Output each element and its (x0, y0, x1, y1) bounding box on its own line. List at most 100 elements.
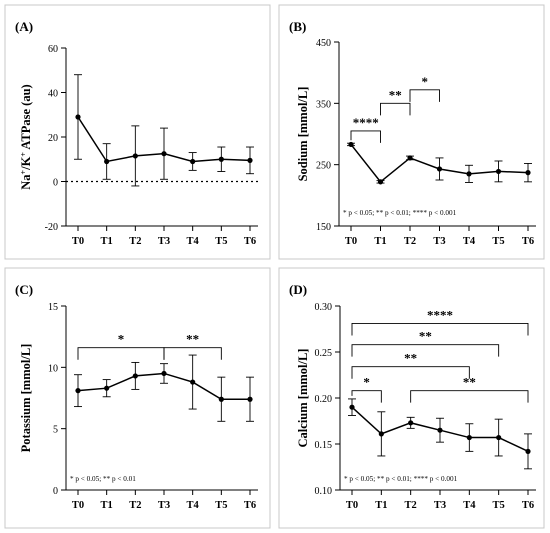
panel-label: (A) (15, 19, 33, 34)
y-tick-label: 0.10 (315, 486, 333, 497)
bracket-line (409, 89, 440, 102)
data-point (408, 420, 414, 426)
bracket-line (77, 347, 165, 360)
x-tick-label: T0 (72, 236, 84, 247)
data-point (525, 448, 531, 454)
data-point (132, 153, 138, 159)
y-tick-label: 0 (53, 178, 58, 189)
y-tick-label: 40 (48, 89, 58, 100)
significance-label: ** (186, 332, 199, 347)
data-point (348, 141, 354, 148)
y-tick-label: 5 (53, 425, 58, 436)
y-tick-label: 250 (316, 161, 331, 172)
data-point (495, 168, 502, 175)
x-tick-label: T6 (244, 500, 256, 511)
x-tick-label: T5 (215, 236, 227, 247)
x-tick-label: T4 (187, 500, 200, 511)
panel-frame (278, 267, 545, 529)
data-point (75, 114, 81, 120)
bracket-line (351, 344, 500, 357)
y-tick-label: 0.15 (315, 440, 333, 451)
superscript: + (19, 169, 28, 174)
y-axis-label: Sodium [mmol/L] (296, 87, 310, 182)
x-tick-label: T1 (101, 500, 113, 511)
significance-label: ** (419, 329, 432, 344)
significance-label: * (118, 332, 125, 347)
y-tick-label: 20 (48, 133, 58, 144)
significance-bracket: ** (351, 351, 470, 379)
x-tick-label: T3 (433, 236, 445, 247)
x-tick-label: T1 (374, 236, 386, 247)
data-point (75, 388, 81, 394)
significance-label: **** (427, 307, 453, 322)
data-point (377, 179, 384, 185)
bracket-line (351, 390, 382, 403)
significance-label: ** (389, 87, 402, 102)
x-tick-label: T2 (129, 236, 141, 247)
x-tick-label: T3 (434, 500, 446, 511)
data-point (525, 170, 531, 176)
data-point (218, 156, 224, 162)
y-tick-label: 60 (48, 44, 58, 55)
bracket-line (351, 323, 529, 336)
data-point (466, 171, 472, 177)
bracket-line (410, 390, 529, 403)
x-tick-label: T2 (404, 236, 416, 247)
panel-c: (C) 0 5 10 15 T0 T1 T2 T3 T4 T5 T6 Potassium [mmol/L… (4, 267, 271, 529)
bracket-line (350, 130, 381, 143)
bracket-line (351, 366, 470, 379)
x-tick-label: T3 (158, 500, 170, 511)
panel-frame (4, 267, 271, 529)
x-tick-label: T0 (346, 500, 358, 511)
bracket-line (380, 102, 411, 116)
significance-label: * (422, 74, 429, 89)
data-point (436, 166, 443, 172)
x-tick-label: T3 (158, 236, 170, 247)
y-axis-label: Na+/K+ ATPase (au) (19, 84, 34, 189)
significance-bracket: **** (351, 307, 529, 336)
y-axis-label: Potassium [mmol/L] (19, 344, 33, 453)
y-tick-label: 0 (53, 486, 58, 497)
data-point (104, 385, 110, 391)
significance-label: ** (463, 375, 476, 390)
y-tick-label: 0.30 (315, 302, 333, 313)
panel-label: (B) (289, 19, 306, 34)
x-tick-label: T0 (72, 500, 84, 511)
data-point (349, 404, 355, 410)
data-point (104, 158, 110, 165)
significance-bracket: ** (351, 329, 500, 357)
significance-label: **** (353, 115, 379, 130)
y-tick-label: 150 (316, 222, 331, 233)
data-point (496, 434, 502, 441)
significance-bracket: **** (350, 115, 381, 143)
significance-bracket: ** (380, 87, 411, 116)
y-tick-label: 0.25 (315, 348, 333, 359)
significance-bracket: * (351, 375, 382, 403)
x-tick-label: T6 (522, 500, 534, 511)
data-point (378, 431, 384, 437)
data-point (190, 379, 196, 385)
x-tick-label: T4 (463, 500, 476, 511)
x-tick-label: T5 (493, 500, 505, 511)
panel-label: (C) (15, 282, 33, 297)
significance-label: * (363, 375, 370, 390)
data-point (132, 373, 138, 379)
x-tick-label: T5 (492, 236, 504, 247)
data-point (247, 157, 253, 163)
y-tick-label: 450 (316, 38, 331, 49)
panel-b: (B) 150 250 350 450 T0 T1 T2 T3 T4 T5 T6 Sodium [mmo… (278, 4, 545, 260)
x-tick-label: T6 (522, 236, 534, 247)
x-tick-label: T0 (345, 236, 357, 247)
bracket-line (163, 347, 222, 360)
data-point (407, 155, 413, 161)
significance-note: * p < 0.05; ** p < 0.01; **** p < 0.001 (344, 475, 458, 483)
panel-label: (D) (289, 282, 307, 297)
significance-label: ** (404, 351, 417, 366)
x-tick-label: T2 (405, 500, 417, 511)
significance-note: * p < 0.05; ** p < 0.01 (70, 475, 136, 483)
x-tick-label: T4 (463, 236, 476, 247)
x-tick-label: T1 (101, 236, 113, 247)
x-tick-label: T6 (244, 236, 256, 247)
